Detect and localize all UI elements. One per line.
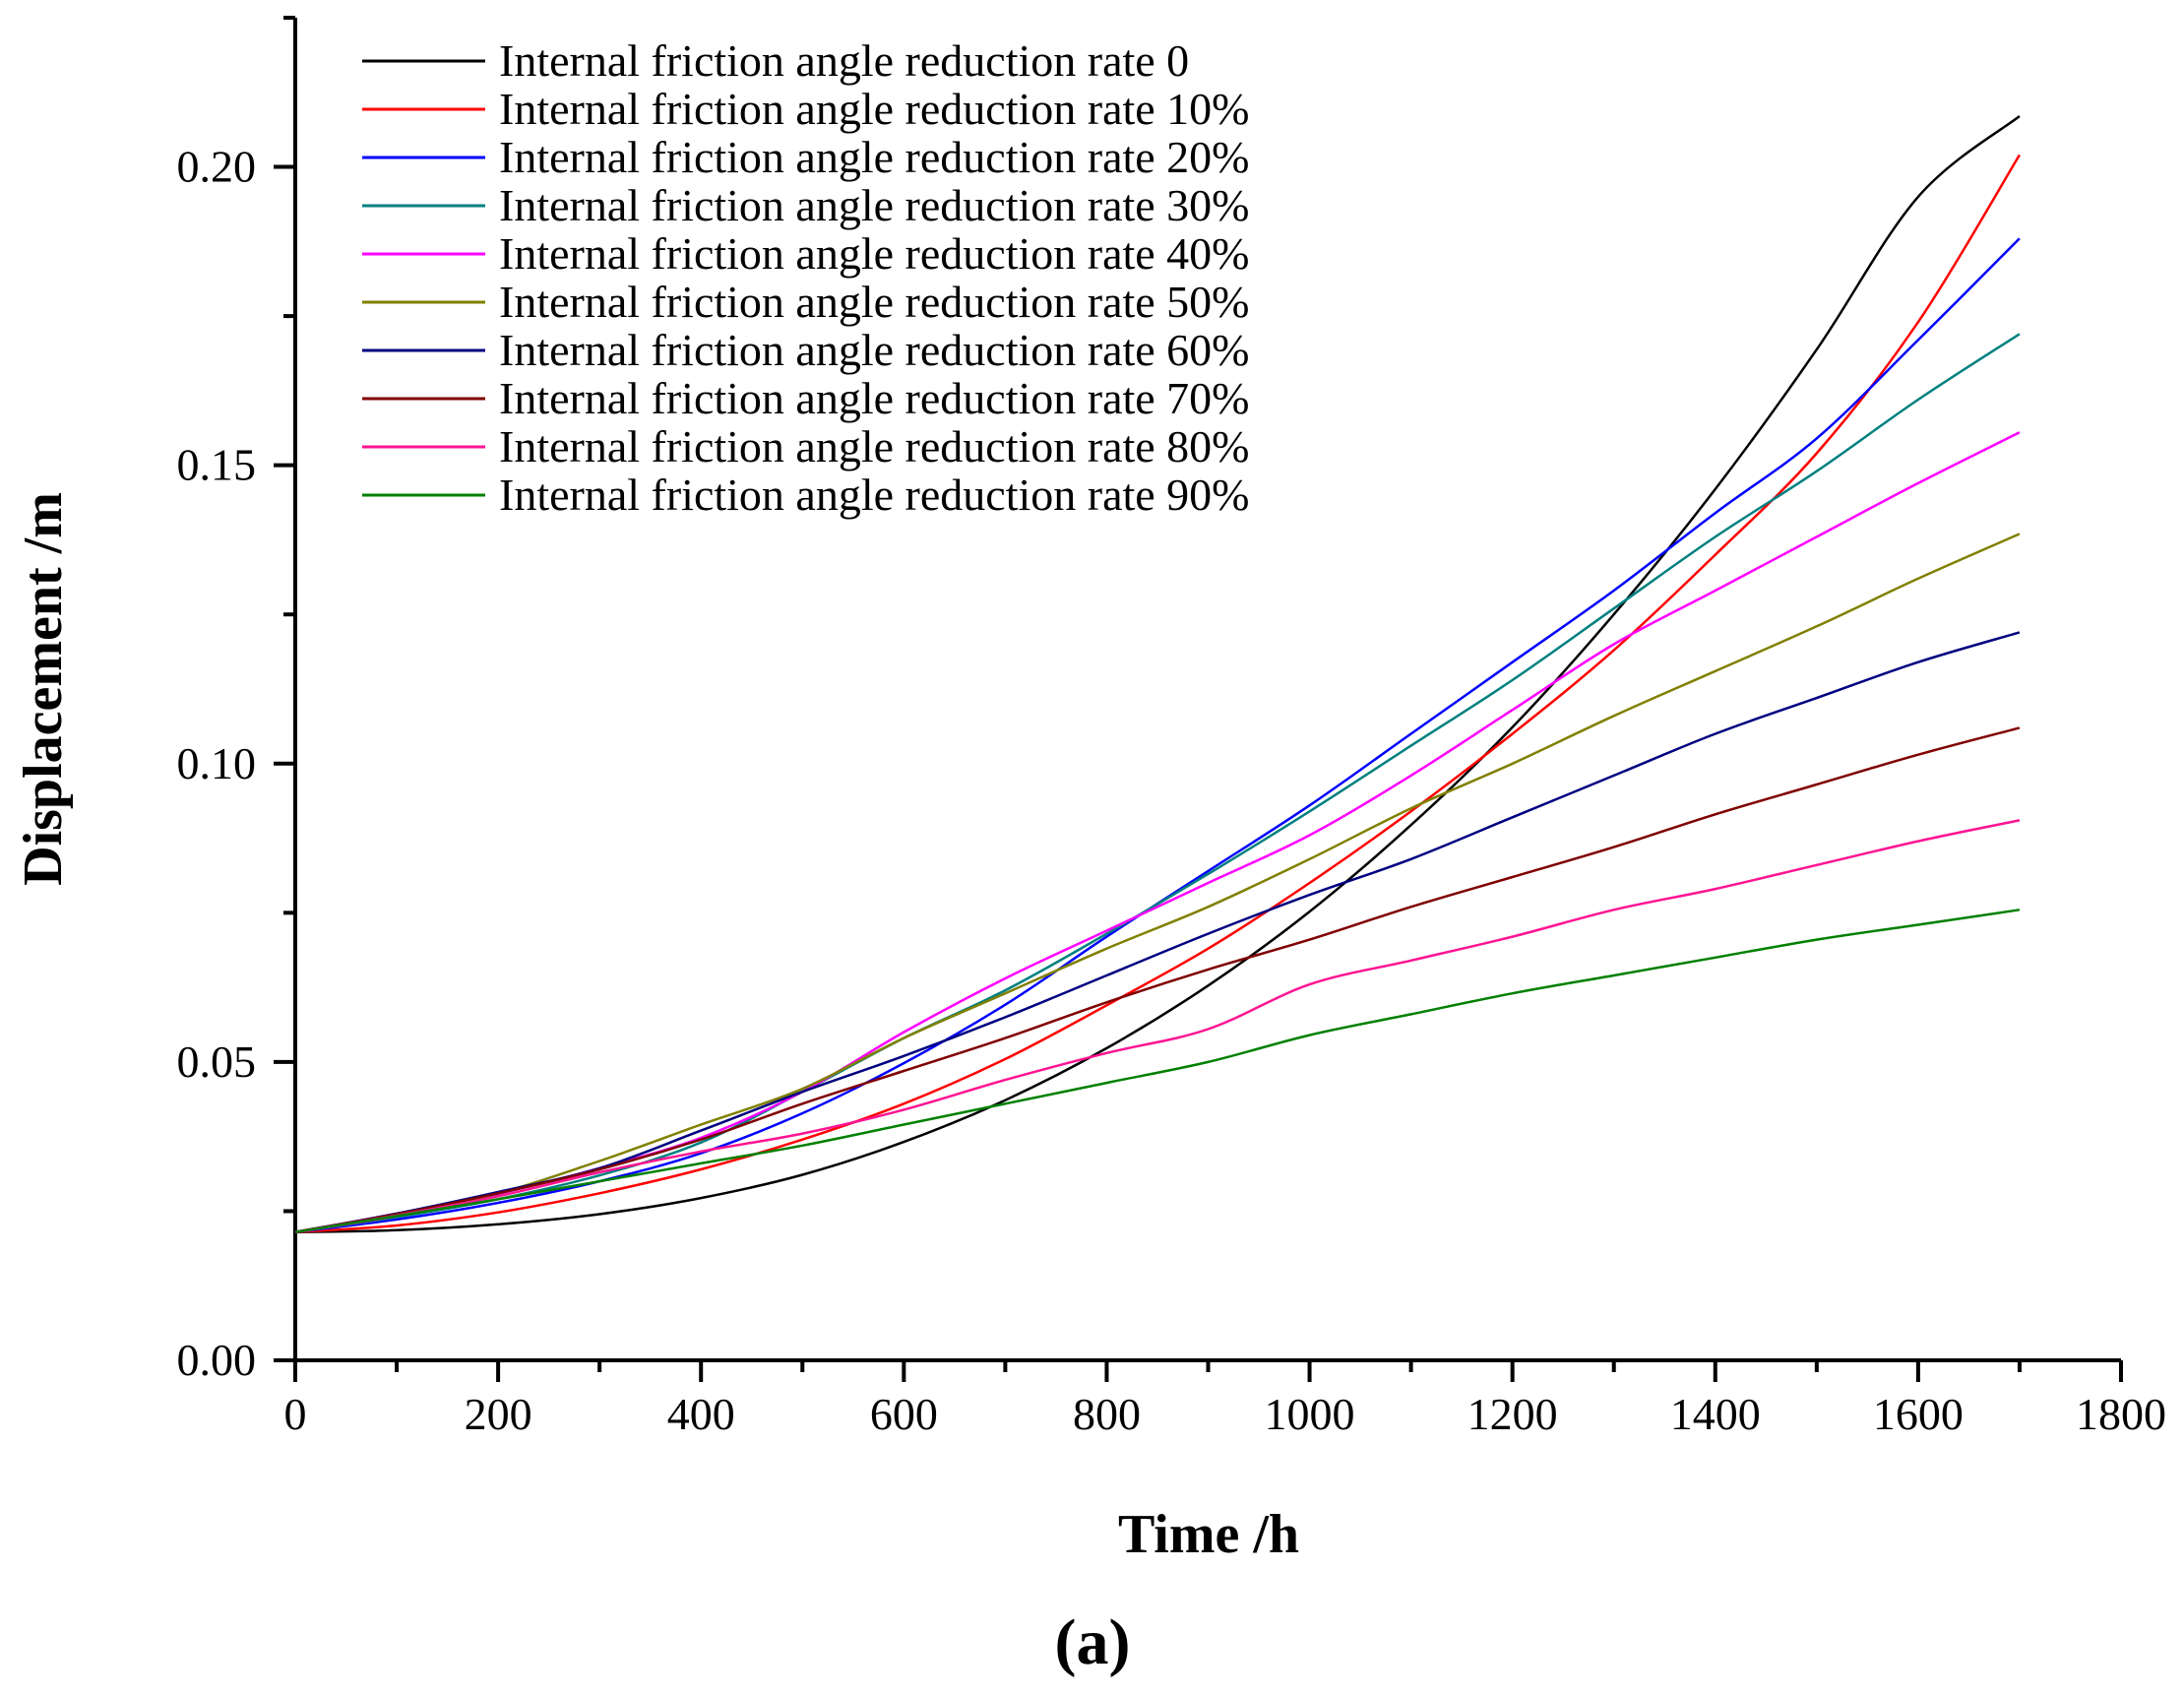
series-line-6 [294,631,2021,1233]
x-tick-label: 0 [284,1389,307,1439]
series-line-9 [294,909,2021,1233]
legend-label-2: Internal friction angle reduction rate 2… [499,132,1250,182]
x-tick-label: 1200 [1467,1389,1558,1439]
y-tick-label: 0.00 [177,1335,257,1385]
series-line-0 [294,115,2021,1233]
x-tick-label: 1600 [1873,1389,1964,1439]
y-tick-label: 0.15 [177,440,257,490]
legend-label-1: Internal friction angle reduction rate 1… [499,84,1250,134]
panel-label: (a) [1055,1606,1131,1678]
y-tick-label: 0.05 [177,1036,257,1087]
x-tick-label: 1800 [2076,1389,2166,1439]
y-axis-title: Displacement /m [13,492,74,886]
series-line-3 [294,333,2021,1233]
x-tick-label: 400 [667,1389,735,1439]
legend-label-3: Internal friction angle reduction rate 3… [499,180,1250,230]
series-lines [294,115,2021,1233]
legend-label-6: Internal friction angle reduction rate 6… [499,325,1250,375]
x-tick-label: 1000 [1265,1389,1355,1439]
y-ticks: 0.00 0.05 0.10 0.15 0.20 [177,16,295,1385]
y-tick-label: 0.20 [177,142,257,192]
x-tick-label: 200 [465,1389,532,1439]
legend-label-4: Internal friction angle reduction rate 4… [499,228,1250,279]
legend: Internal friction angle reduction rate 0… [362,35,1250,520]
series-line-8 [294,819,2021,1233]
y-tick-label: 0.10 [177,738,257,788]
series-line-7 [294,726,2021,1233]
x-tick-label: 1400 [1670,1389,1761,1439]
legend-label-9: Internal friction angle reduction rate 9… [499,470,1250,520]
x-ticks: 0 200 400 600 800 1000 1200 1400 1600 1800 [284,1360,2166,1439]
legend-label-7: Internal friction angle reduction rate 7… [499,373,1250,423]
x-axis-title: Time /h [1118,1504,1299,1565]
x-tick-label: 600 [870,1389,938,1439]
series-line-4 [294,431,2021,1233]
series-line-5 [294,533,2021,1233]
legend-label-0: Internal friction angle reduction rate 0 [499,35,1189,86]
x-tick-label: 800 [1073,1389,1141,1439]
legend-label-5: Internal friction angle reduction rate 5… [499,277,1250,327]
legend-label-8: Internal friction angle reduction rate 8… [499,421,1250,471]
